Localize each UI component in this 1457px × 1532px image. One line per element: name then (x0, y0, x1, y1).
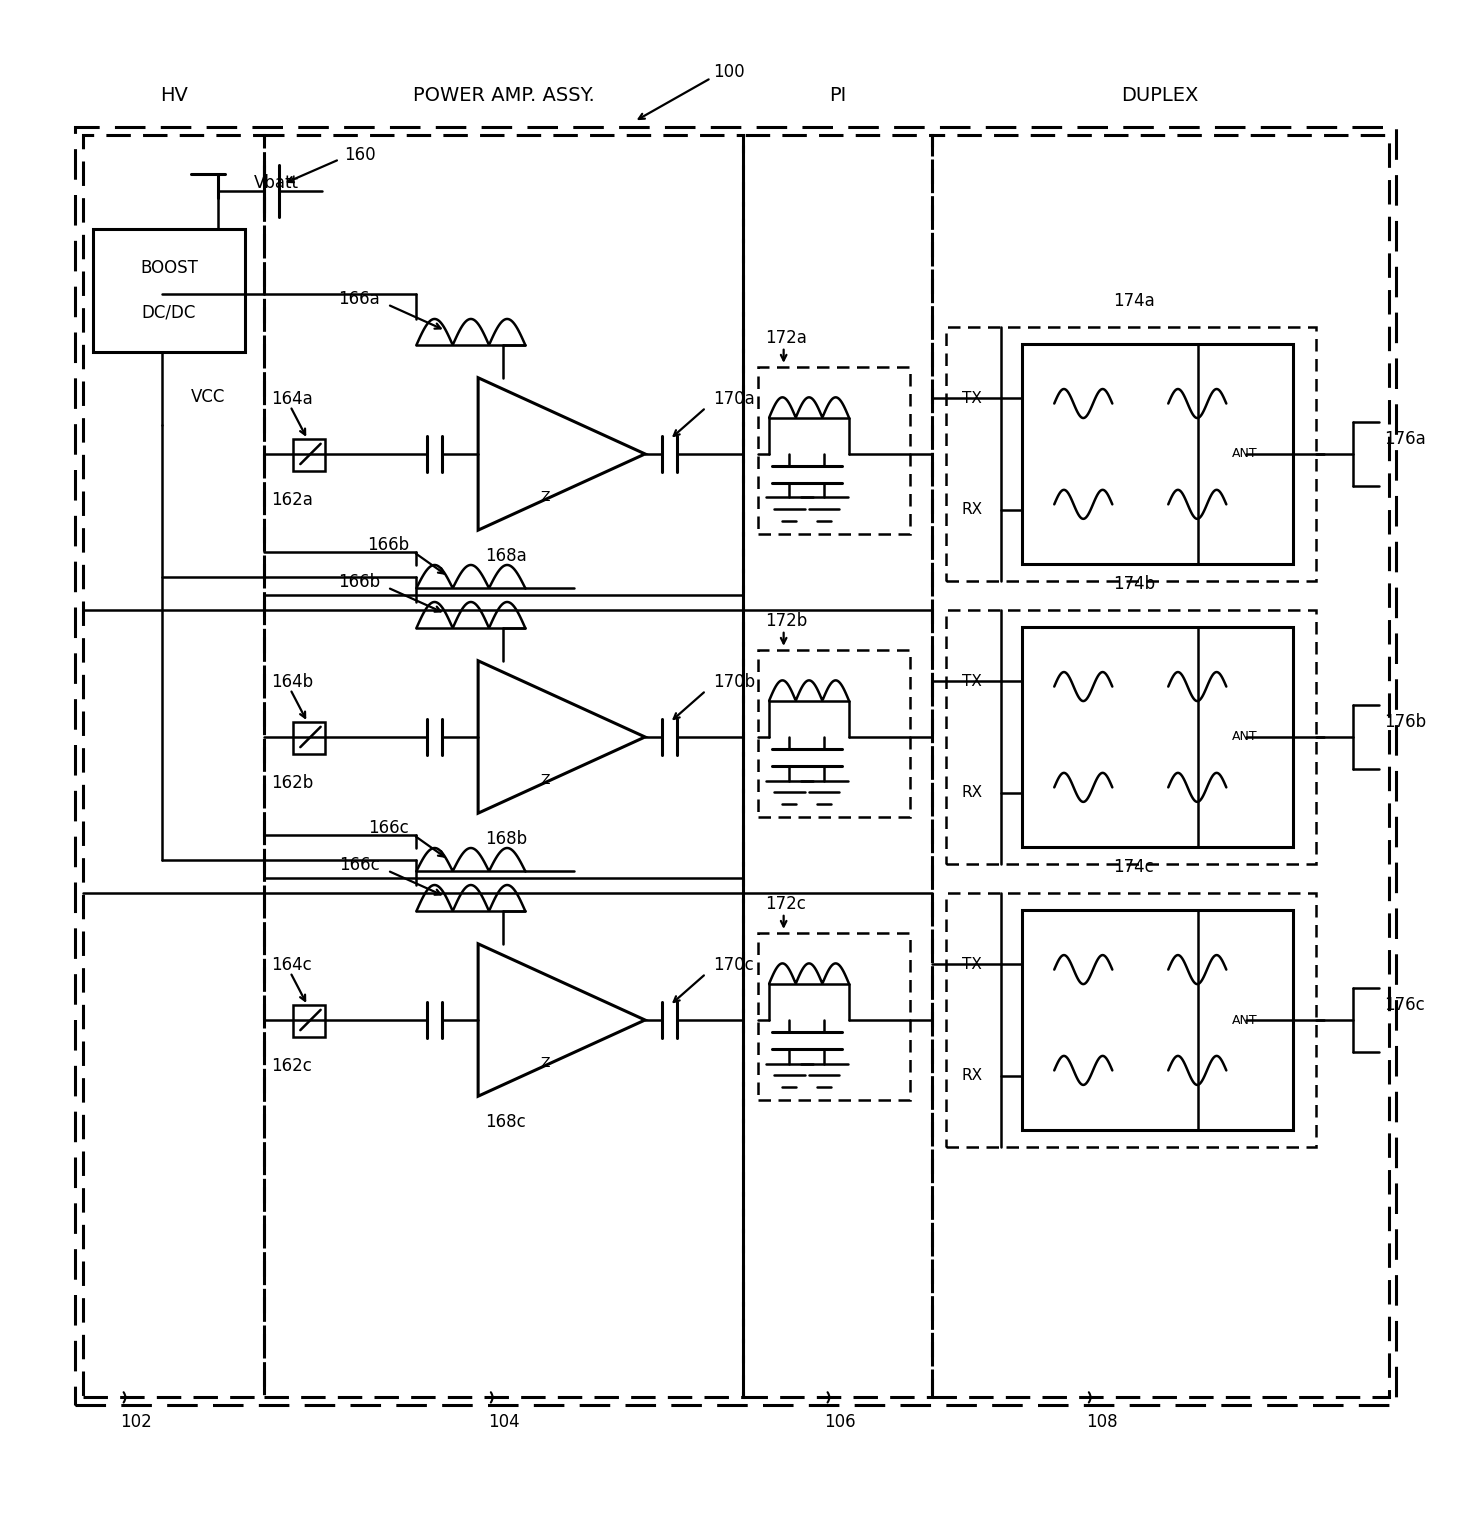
Text: RX: RX (962, 786, 983, 800)
Bar (1021, 628, 1294, 847)
Text: 100: 100 (712, 63, 745, 81)
Bar (83, 135, 264, 1397)
Bar (1021, 910, 1294, 1129)
Text: 176b: 176b (1384, 714, 1426, 731)
Text: 174a: 174a (1113, 291, 1154, 309)
Bar (946, 610, 1316, 864)
Bar (758, 368, 911, 535)
Text: 164c: 164c (271, 956, 312, 974)
Text: Vbatt: Vbatt (254, 173, 299, 192)
Bar (758, 933, 911, 1100)
Text: ANT: ANT (1231, 447, 1257, 461)
Bar (264, 135, 743, 1397)
Text: ANT: ANT (1231, 1014, 1257, 1026)
Text: 104: 104 (488, 1413, 519, 1431)
Text: 166c: 166c (339, 856, 380, 873)
Text: 162c: 162c (271, 1057, 312, 1075)
Text: PI: PI (829, 86, 847, 104)
Text: 172c: 172c (765, 895, 806, 913)
Text: Z: Z (541, 772, 549, 786)
Text: 170b: 170b (714, 673, 755, 691)
Text: 166c: 166c (369, 818, 409, 836)
Text: 108: 108 (1085, 1413, 1118, 1431)
Text: VCC: VCC (191, 388, 226, 406)
Bar (293, 1005, 325, 1037)
Text: 168a: 168a (485, 547, 527, 565)
Text: TX: TX (963, 956, 982, 971)
Text: 102: 102 (121, 1413, 152, 1431)
Text: POWER AMP. ASSY.: POWER AMP. ASSY. (412, 86, 594, 104)
Text: 168b: 168b (485, 830, 527, 849)
Text: 162a: 162a (271, 492, 313, 509)
Text: 174b: 174b (1113, 574, 1155, 593)
Text: RX: RX (962, 1068, 983, 1083)
Text: 160: 160 (344, 146, 376, 164)
Text: 170a: 170a (714, 389, 755, 408)
Text: DUPLEX: DUPLEX (1120, 86, 1198, 104)
Text: 176a: 176a (1384, 430, 1426, 449)
Text: 172b: 172b (765, 613, 807, 630)
Bar (293, 440, 325, 472)
Bar (946, 893, 1316, 1147)
Text: BOOST: BOOST (140, 259, 198, 277)
Text: TX: TX (963, 674, 982, 688)
Bar (946, 326, 1316, 581)
Bar (93, 228, 245, 352)
Text: 164b: 164b (271, 673, 313, 691)
Bar (1021, 345, 1294, 564)
Text: TX: TX (963, 391, 982, 406)
Text: 166b: 166b (367, 536, 409, 553)
Text: ANT: ANT (1231, 731, 1257, 743)
Text: 176c: 176c (1384, 996, 1425, 1014)
Text: 174c: 174c (1113, 858, 1154, 876)
Text: Z: Z (541, 1056, 549, 1069)
Text: 168c: 168c (485, 1114, 526, 1131)
Bar (758, 650, 911, 817)
Text: 106: 106 (825, 1413, 857, 1431)
Text: 172a: 172a (765, 329, 807, 348)
Text: Z: Z (541, 490, 549, 504)
Bar (76, 127, 1396, 1405)
Text: 166a: 166a (338, 290, 380, 308)
Bar (931, 135, 1389, 1397)
Bar (293, 723, 325, 754)
Text: 162b: 162b (271, 774, 313, 792)
Text: 170c: 170c (714, 956, 755, 974)
Text: 166b: 166b (338, 573, 380, 591)
Text: DC/DC: DC/DC (141, 303, 197, 322)
Text: HV: HV (160, 86, 188, 104)
Bar (743, 135, 931, 1397)
Text: 164a: 164a (271, 389, 313, 408)
Text: RX: RX (962, 502, 983, 518)
